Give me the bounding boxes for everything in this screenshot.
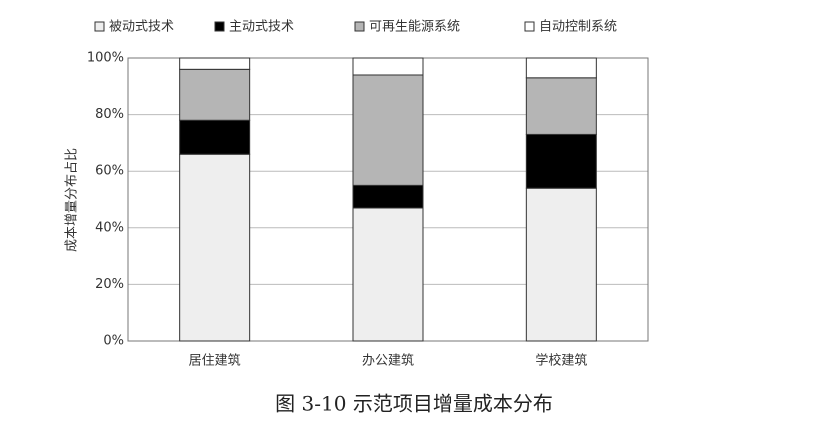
- legend-swatch: [94, 21, 105, 32]
- x-tick-label: 居住建筑: [189, 353, 241, 369]
- legend-swatch: [214, 21, 225, 32]
- x-tick-label: 办公建筑: [362, 353, 414, 369]
- bar-segment: [179, 68, 251, 121]
- legend-label: 主动式技术: [229, 20, 294, 35]
- bar-segment: [179, 153, 251, 342]
- legend-label: 自动控制系统: [539, 20, 617, 35]
- bar-segment: [179, 119, 251, 155]
- bar-segment: [352, 57, 424, 76]
- chart-title: 图 3-10 示范项目增量成本分布: [275, 392, 553, 416]
- bar-segment: [525, 133, 597, 189]
- y-tick-label: 60%: [95, 164, 124, 179]
- legend-swatch: [354, 21, 365, 32]
- y-tick-label: 40%: [95, 220, 124, 235]
- legend-swatch: [524, 21, 535, 32]
- bar-segment: [352, 74, 424, 186]
- bar-segment: [525, 187, 597, 342]
- bar-segment: [352, 184, 424, 209]
- bar-segment: [525, 77, 597, 135]
- y-tick-label: 80%: [95, 107, 124, 122]
- legend-label: 被动式技术: [109, 20, 174, 35]
- y-tick-label: 20%: [95, 277, 124, 292]
- bar-segment: [525, 57, 597, 79]
- bar-segment: [179, 57, 251, 70]
- bar-segment: [352, 207, 424, 342]
- y-axis-label: 成本增量分布占比: [65, 148, 80, 252]
- y-tick-label: 0%: [103, 334, 124, 349]
- legend-label: 可再生能源系统: [369, 20, 460, 35]
- y-tick-label: 100%: [87, 51, 124, 66]
- x-tick-label: 学校建筑: [535, 353, 587, 369]
